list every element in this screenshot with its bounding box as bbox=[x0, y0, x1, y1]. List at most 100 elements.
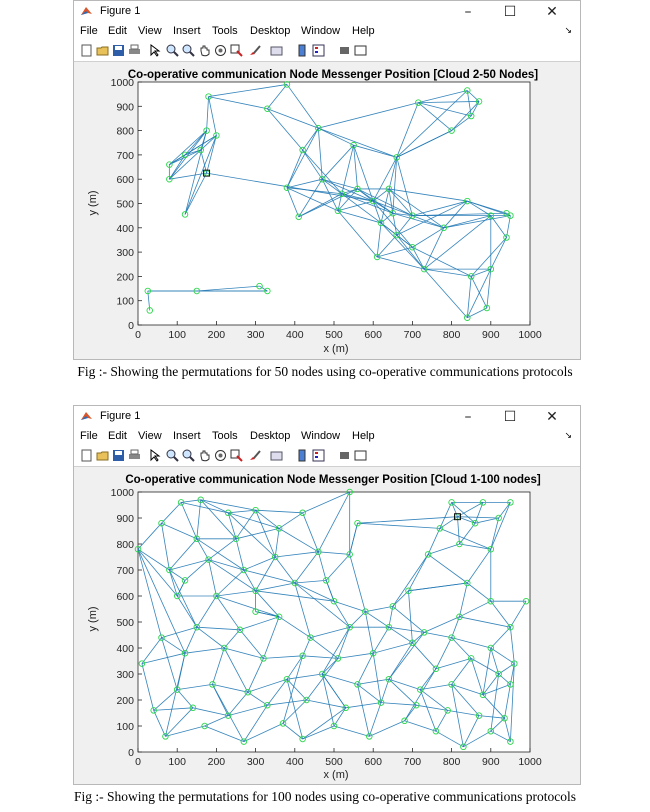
link-icon[interactable] bbox=[270, 449, 283, 462]
node-point bbox=[197, 146, 204, 154]
menu-insert[interactable]: Insert bbox=[173, 25, 201, 37]
node-point bbox=[299, 509, 306, 517]
edge-line bbox=[412, 227, 444, 248]
menu-view[interactable]: View bbox=[138, 430, 162, 442]
edge-line bbox=[337, 627, 351, 659]
pointer-icon[interactable] bbox=[148, 44, 161, 57]
legend-icon[interactable] bbox=[312, 449, 325, 462]
edge-line bbox=[451, 684, 464, 747]
node-point bbox=[385, 675, 393, 683]
edge-line bbox=[474, 502, 484, 524]
save-icon[interactable] bbox=[112, 44, 125, 57]
zoom-in-icon[interactable] bbox=[166, 449, 179, 462]
colorbar-icon[interactable] bbox=[296, 449, 309, 462]
edge-line bbox=[388, 678, 417, 706]
edge-line bbox=[306, 658, 339, 701]
edge-line bbox=[357, 188, 394, 214]
print-icon[interactable] bbox=[128, 44, 141, 57]
node-point bbox=[448, 499, 455, 506]
edge-line bbox=[302, 491, 350, 514]
menu-edit[interactable]: Edit bbox=[108, 430, 127, 442]
data-cursor-icon[interactable] bbox=[230, 449, 243, 462]
edge-line bbox=[337, 210, 382, 224]
edge-line bbox=[396, 157, 413, 216]
menu-window[interactable]: Window bbox=[301, 430, 341, 442]
toolbar-dock-arrow-icon[interactable]: ↘ bbox=[564, 25, 572, 35]
menu-help[interactable]: Help bbox=[352, 430, 375, 442]
x-tick-label: 100 bbox=[168, 756, 186, 768]
menu-file[interactable]: File bbox=[80, 25, 98, 37]
rotate-icon[interactable] bbox=[214, 44, 227, 57]
menu-file[interactable]: File bbox=[80, 430, 98, 442]
open-file-icon[interactable] bbox=[96, 449, 109, 462]
edge-line bbox=[349, 611, 366, 628]
brush-icon[interactable] bbox=[248, 449, 261, 462]
brush-icon[interactable] bbox=[248, 44, 261, 57]
node-point bbox=[456, 540, 463, 548]
node-point bbox=[193, 287, 201, 295]
chart-1: Co-operative communication Node Messenge… bbox=[87, 69, 542, 355]
new-figure-icon[interactable] bbox=[80, 449, 93, 462]
maximize-button[interactable]: ☐ bbox=[503, 409, 517, 425]
zoom-out-icon[interactable] bbox=[182, 44, 195, 57]
close-button[interactable]: ✕ bbox=[546, 4, 558, 20]
edge-line bbox=[294, 580, 327, 584]
minimize-button[interactable]: – bbox=[464, 409, 472, 425]
maximize-button[interactable]: ☐ bbox=[503, 4, 517, 20]
edge-line bbox=[137, 549, 162, 638]
pointer-icon[interactable] bbox=[148, 449, 161, 462]
hide-tools-icon[interactable] bbox=[338, 44, 351, 57]
node-point bbox=[334, 655, 342, 662]
save-icon[interactable] bbox=[112, 449, 125, 462]
node-point bbox=[346, 623, 353, 631]
menu-desktop[interactable]: Desktop bbox=[250, 430, 291, 442]
show-tools-icon[interactable] bbox=[354, 449, 367, 462]
show-tools-icon[interactable] bbox=[354, 44, 367, 57]
edge-line bbox=[451, 658, 472, 685]
edge-line bbox=[255, 509, 280, 529]
close-button[interactable]: ✕ bbox=[546, 409, 558, 425]
edge-line bbox=[435, 658, 472, 670]
hide-tools-icon[interactable] bbox=[338, 449, 351, 462]
menu-window[interactable]: Window bbox=[301, 25, 341, 37]
minimize-button[interactable]: – bbox=[464, 4, 472, 20]
data-cursor-icon[interactable] bbox=[230, 44, 243, 57]
edge-line bbox=[396, 102, 419, 158]
edge-line bbox=[427, 543, 460, 555]
edge-line bbox=[396, 234, 413, 248]
open-file-icon[interactable] bbox=[96, 44, 109, 57]
rotate-icon[interactable] bbox=[214, 449, 227, 462]
edge-line bbox=[306, 699, 346, 709]
node-point bbox=[448, 681, 455, 688]
menu-insert[interactable]: Insert bbox=[173, 430, 201, 442]
legend-icon[interactable] bbox=[312, 44, 325, 57]
edge-line bbox=[372, 200, 382, 224]
print-icon[interactable] bbox=[128, 449, 141, 462]
edge-line bbox=[504, 684, 511, 719]
link-icon[interactable] bbox=[270, 44, 283, 57]
edge-line bbox=[447, 710, 480, 716]
zoom-out-icon[interactable] bbox=[182, 449, 195, 462]
edge-line bbox=[427, 528, 441, 555]
edge-line bbox=[373, 642, 413, 654]
colorbar-icon[interactable] bbox=[296, 44, 309, 57]
pan-icon[interactable] bbox=[198, 44, 211, 57]
node-point bbox=[315, 124, 322, 132]
pan-icon[interactable] bbox=[198, 449, 211, 462]
menu-tools[interactable]: Tools bbox=[212, 430, 238, 442]
menu-view[interactable]: View bbox=[138, 25, 162, 37]
edge-line bbox=[376, 234, 398, 258]
toolbar-dock-arrow-icon[interactable]: ↘ bbox=[564, 430, 572, 440]
y-tick-label: 0 bbox=[128, 747, 134, 759]
menu-tools[interactable]: Tools bbox=[212, 25, 238, 37]
menu-desktop[interactable]: Desktop bbox=[250, 25, 291, 37]
edge-line bbox=[419, 689, 448, 711]
edge-line bbox=[321, 144, 354, 180]
menu-help[interactable]: Help bbox=[352, 25, 375, 37]
menu-edit[interactable]: Edit bbox=[108, 25, 127, 37]
node-point bbox=[197, 496, 204, 504]
edge-line bbox=[463, 730, 491, 748]
new-figure-icon[interactable] bbox=[80, 44, 93, 57]
edge-line bbox=[286, 678, 307, 701]
zoom-in-icon[interactable] bbox=[166, 44, 179, 57]
